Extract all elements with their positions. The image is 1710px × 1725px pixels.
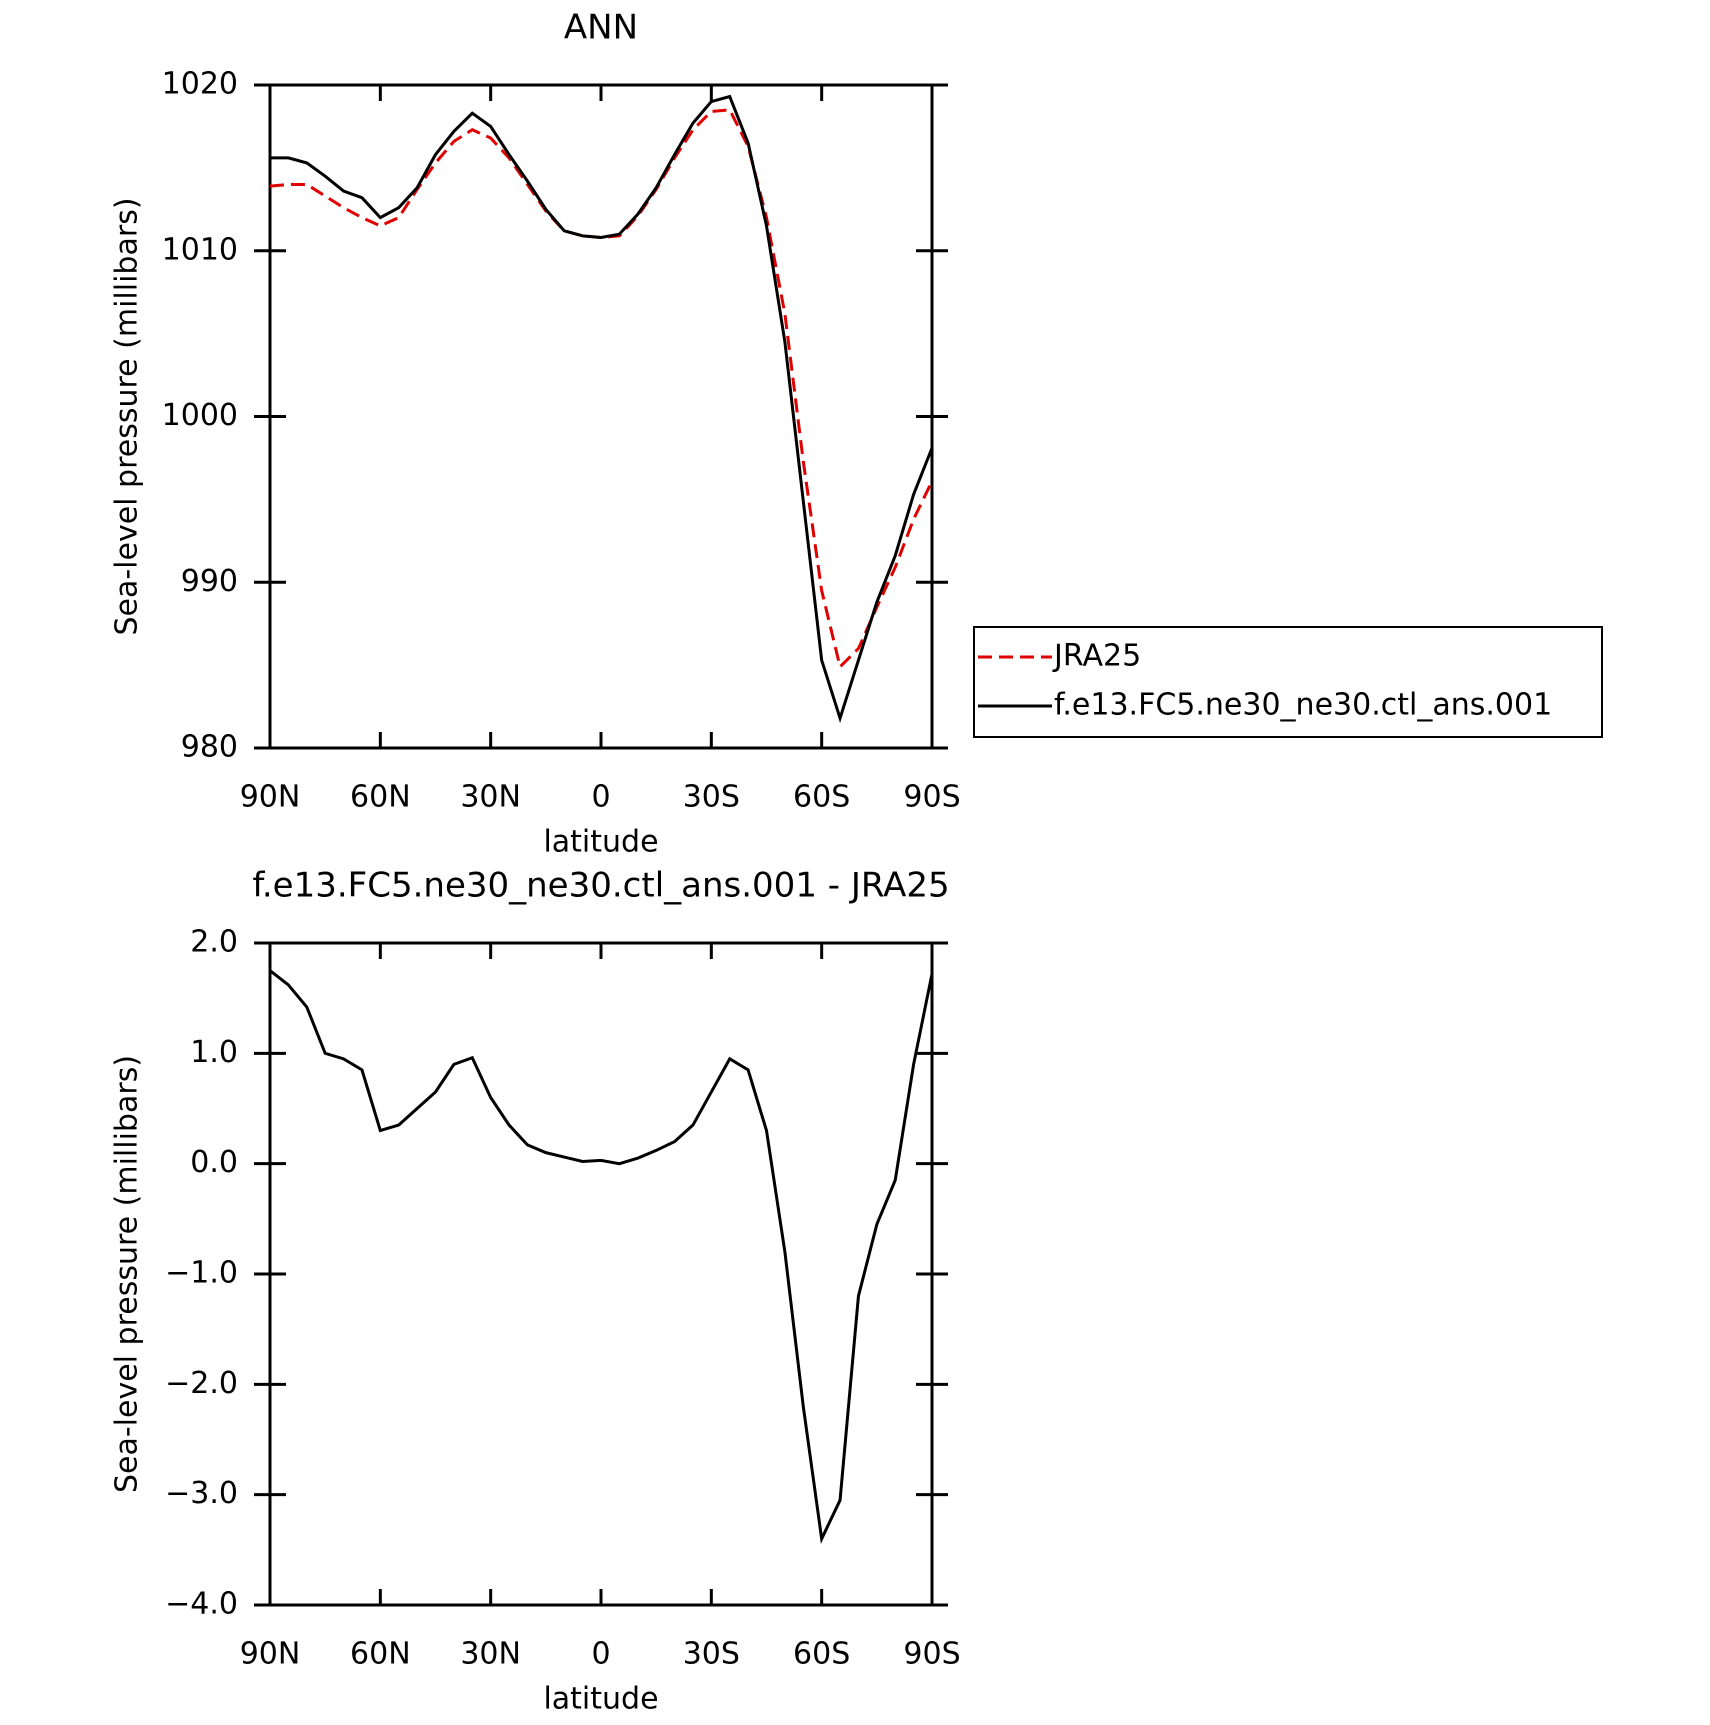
legend-label: JRA25 [1052, 639, 1141, 674]
y-tick-label: 980 [181, 730, 238, 765]
x-tick-label: 30S [683, 1637, 740, 1672]
x-tick-label: 60N [350, 1637, 411, 1672]
y-tick-label: −4.0 [165, 1587, 238, 1622]
x-tick-label: 30N [460, 1637, 521, 1672]
data-line [269, 108, 934, 670]
x-tick-label: 30S [683, 780, 740, 815]
y-tick-label: −2.0 [165, 1366, 238, 1401]
x-tick-label: 90S [903, 1637, 960, 1672]
y-tick-label: 1000 [162, 398, 238, 433]
y-tick-label: 1020 [162, 67, 238, 102]
plot-frame [268, 941, 934, 1607]
legend-label: f.e13.FC5.ne30_ne30.ctl_ans.001 [1054, 688, 1552, 723]
y-tick-label: −3.0 [165, 1476, 238, 1511]
x-tick-label: 0 [591, 1637, 610, 1672]
y-tick-label: 1010 [162, 232, 238, 267]
y-tick-label: 1.0 [190, 1035, 238, 1070]
y-axis-label: Sea-level pressure (millibars) [110, 1055, 145, 1493]
y-axis-label: Sea-level pressure (millibars) [110, 197, 145, 635]
x-tick-label: 30N [460, 780, 521, 815]
x-axis-label: latitude [543, 1682, 658, 1717]
plot-frame [268, 83, 934, 750]
y-tick-label: 990 [181, 564, 238, 599]
x-tick-label: 90S [903, 780, 960, 815]
x-tick-label: 90N [240, 1637, 301, 1672]
x-tick-label: 90N [240, 780, 301, 815]
data-line [269, 969, 934, 1544]
legend-box [973, 626, 1603, 738]
y-tick-label: 0.0 [190, 1145, 238, 1180]
x-tick-label: 60S [793, 780, 850, 815]
x-tick-label: 60S [793, 1637, 850, 1672]
x-tick-label: 60N [350, 780, 411, 815]
y-tick-label: 2.0 [190, 925, 238, 960]
x-axis-label: latitude [543, 825, 658, 860]
x-tick-label: 0 [591, 780, 610, 815]
y-tick-label: −1.0 [165, 1256, 238, 1291]
chart-title: f.e13.FC5.ne30_ne30.ctl_ans.001 - JRA25 [252, 866, 949, 906]
data-line [270, 94, 934, 724]
chart-title: ANN [564, 8, 638, 48]
